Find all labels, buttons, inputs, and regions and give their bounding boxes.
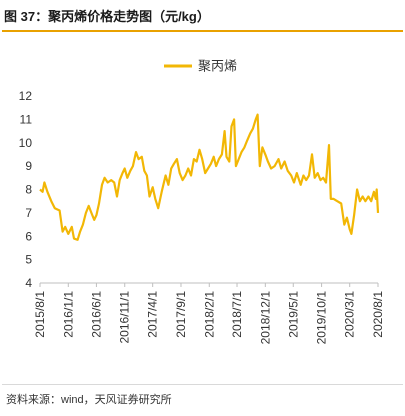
x-axis: 2015/8/1 2016/1/1 2016/6/1 2016/11/1 2017/4/…	[33, 283, 385, 344]
x-tick-label: 2018/7/1	[230, 291, 244, 338]
y-tick-label: 6	[25, 229, 32, 243]
y-tick-label: 12	[19, 89, 33, 103]
x-tick-label: 2016/1/1	[61, 291, 75, 338]
series-line-polypropylene	[39, 113, 380, 241]
x-tick-label: 2020/3/1	[343, 291, 357, 338]
x-tick-label: 2015/8/1	[33, 291, 47, 338]
price-line-chart: 聚丙烯 4 5 6 7 8 9 10 11 12 2015/8/1 2016/1/1 2016/6/…	[19, 59, 385, 345]
x-tick-label: 2017/4/1	[146, 291, 160, 338]
y-tick-label: 11	[20, 112, 33, 126]
y-tick-label: 5	[25, 253, 32, 267]
y-tick-label: 9	[25, 159, 32, 173]
page-title: 图 37：聚丙烯价格走势图（元/kg）	[4, 9, 210, 24]
x-tick-label: 2016/11/1	[118, 291, 132, 344]
x-tick-label: 2017/9/1	[174, 291, 188, 338]
legend-label: 聚丙烯	[198, 59, 237, 74]
footer-divider	[2, 384, 403, 385]
x-tick-label: 2018/12/1	[258, 291, 272, 345]
y-axis: 4 5 6 7 8 9 10 11 12	[19, 89, 33, 290]
source-note: 资料来源：wind，天风证券研究所	[6, 394, 172, 406]
x-tick-label: 2016/6/1	[89, 291, 103, 338]
x-tick-label: 2019/5/1	[286, 291, 300, 338]
y-tick-label: 7	[25, 206, 32, 220]
title-divider	[2, 30, 403, 32]
chart-legend: 聚丙烯	[164, 59, 237, 74]
y-tick-label: 8	[25, 183, 32, 197]
y-tick-label: 10	[19, 136, 33, 150]
y-tick-label: 4	[25, 276, 32, 290]
x-tick-label: 2018/2/1	[202, 291, 216, 338]
x-tick-label: 2019/10/1	[315, 291, 329, 345]
x-tick-label: 2020/8/1	[371, 291, 385, 338]
